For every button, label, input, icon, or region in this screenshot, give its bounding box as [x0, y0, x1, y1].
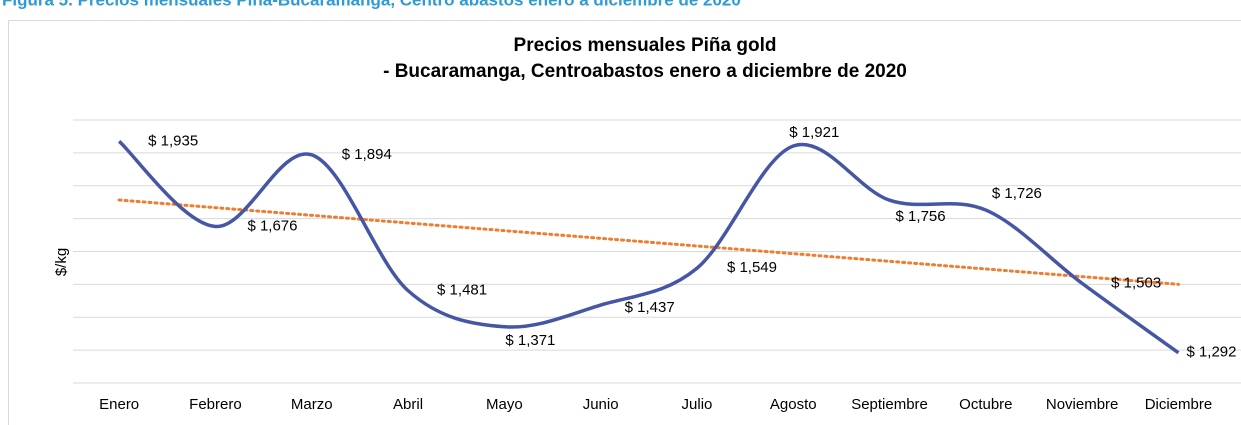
- x-tick-label: Octubre: [959, 396, 1012, 413]
- figure-caption: Figura 5. Precios mensuales Piña-Bucaram…: [2, 0, 741, 9]
- data-label: $ 1,549: [727, 259, 777, 276]
- data-label: $ 1,726: [992, 185, 1042, 202]
- x-tick-label: Diciembre: [1145, 396, 1213, 413]
- chart-title: - Bucaramanga, Centroabastos enero a dic…: [383, 61, 907, 82]
- x-tick-label: Julio: [682, 396, 713, 413]
- data-label: $ 1,481: [437, 282, 487, 299]
- x-tick-label: Mayo: [486, 396, 523, 413]
- x-tick-label: Agosto: [770, 396, 817, 413]
- chart-border: [8, 20, 1241, 425]
- trend-line: [117, 198, 1180, 286]
- data-label: $ 1,371: [505, 332, 555, 349]
- x-tick-label: Noviembre: [1046, 396, 1119, 413]
- price-line: [117, 140, 1180, 355]
- x-tick-label: Junio: [583, 396, 619, 413]
- data-label: $ 1,921: [789, 124, 839, 141]
- x-tick-label: Enero: [99, 396, 139, 413]
- data-label: $ 1,894: [342, 146, 392, 163]
- y-axis-label: $/kg: [53, 248, 70, 276]
- data-label: $ 1,437: [625, 299, 675, 316]
- data-label: $ 1,935: [148, 132, 198, 149]
- data-label: $ 1,756: [896, 208, 946, 225]
- data-label: $ 1,292: [1186, 344, 1236, 361]
- x-tick-label: Septiembre: [851, 396, 928, 413]
- data-label: $ 1,503: [1111, 274, 1161, 291]
- chart-title: Precios mensuales Piña gold: [514, 35, 777, 56]
- x-tick-label: Marzo: [291, 396, 333, 413]
- x-tick-label: Abril: [393, 396, 423, 413]
- x-tick-label: Febrero: [189, 396, 242, 413]
- data-label: $ 1,676: [247, 217, 297, 234]
